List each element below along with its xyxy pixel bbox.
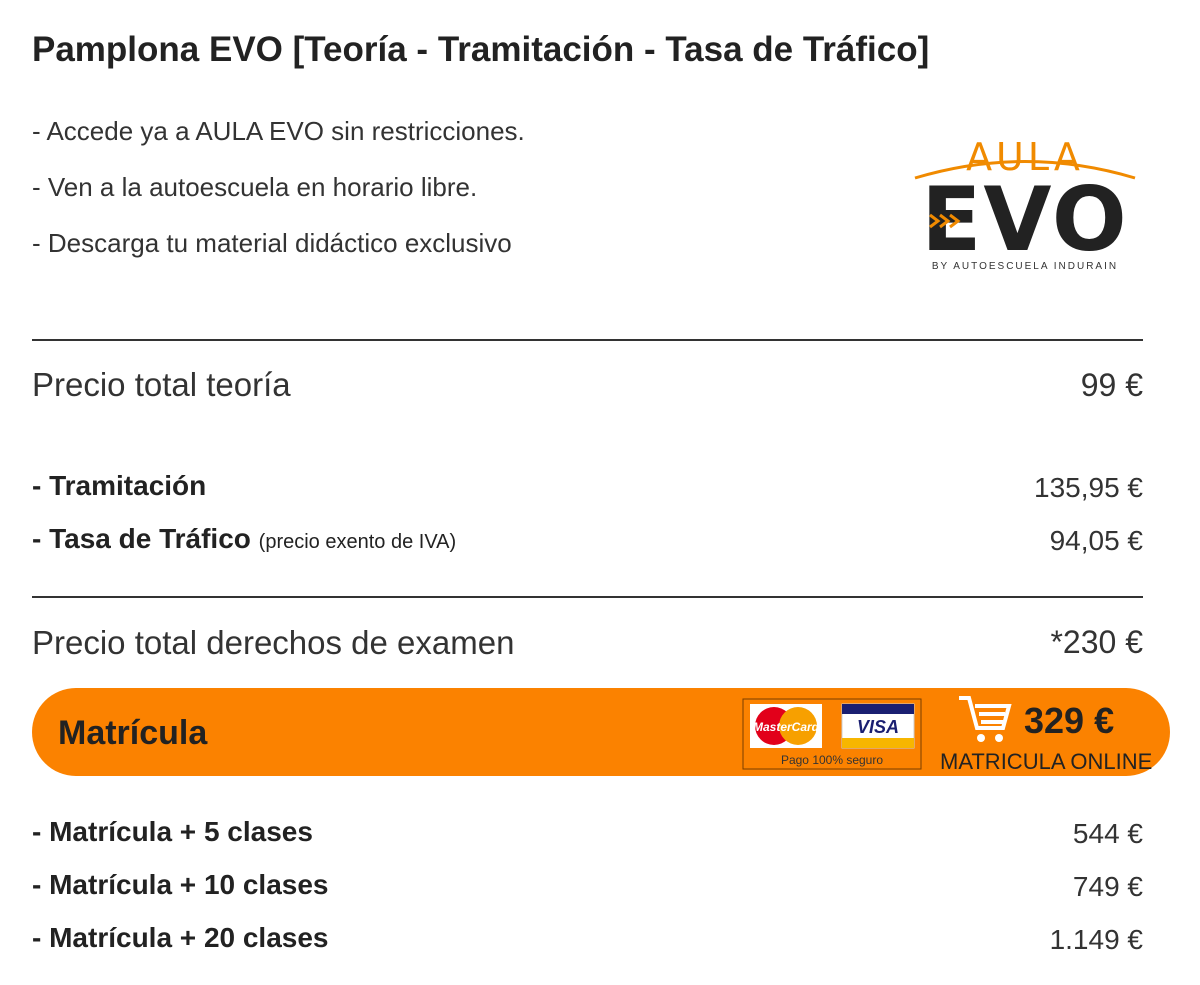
divider (32, 596, 1143, 598)
logo-main: EVO (921, 168, 1128, 271)
logo-tagline: BY AUTOESCUELA INDURAIN (932, 261, 1118, 272)
logo-top: AULA (966, 140, 1084, 179)
wheel (995, 734, 1003, 742)
note: (precio exento de IVA) (258, 531, 457, 553)
row-price: 1.149 € (1049, 924, 1143, 955)
enroll-cta[interactable]: MATRICULA ONLINE (940, 749, 1153, 774)
wheel (977, 734, 985, 742)
title: Pamplona EVO [Teoría - Tramitación - Tas… (32, 30, 930, 69)
row-price: 135,95 € (1034, 472, 1143, 503)
visa-band (842, 704, 914, 714)
row-label: - Tasa de Tráfico (precio exento de IVA) (32, 523, 456, 555)
mc-circle (779, 707, 817, 745)
enroll-bar[interactable] (32, 688, 1170, 776)
divider (32, 339, 1143, 341)
logo-arc (914, 160, 1136, 180)
label: - Tasa de Tráfico (32, 523, 251, 554)
secure-text: Pago 100% seguro (781, 753, 883, 767)
row-price: 99 € (1080, 367, 1143, 403)
feature: - Descarga tu material didáctico exclusi… (32, 228, 512, 258)
row-price: 94,05 € (1049, 525, 1143, 556)
enroll-price: 329 € (1024, 700, 1115, 741)
card-name: VISA (857, 717, 899, 737)
row-price: 544 € (1072, 818, 1143, 849)
row-price: *230 € (1050, 624, 1143, 660)
row-price: 749 € (1072, 871, 1143, 902)
row-label: - Matrícula + 20 clases (32, 922, 329, 953)
enroll-label: Matrícula (58, 714, 208, 752)
cart-icon (959, 696, 1012, 742)
feature: - Accede ya a AULA EVO sin restricciones… (32, 116, 525, 146)
logo: AULA EVO BY AUTOESCUELA INDURAIN (914, 140, 1136, 272)
row-label: Precio total derechos de examen (32, 624, 515, 661)
row-label: Precio total teoría (32, 366, 291, 403)
row-label: - Matrícula + 10 clases (32, 869, 329, 900)
card-name: MasterCard (753, 720, 820, 734)
payment-box: MasterCard VISA Pago 100% seguro (742, 698, 922, 770)
cart (959, 696, 1012, 730)
feature: - Ven a la autoescuela en horario libre. (32, 172, 478, 202)
logo-arrows (929, 213, 961, 229)
visa-band (842, 738, 914, 748)
row-label: - Tramitación (32, 470, 207, 501)
row-label: - Matrícula + 5 clases (32, 816, 313, 847)
